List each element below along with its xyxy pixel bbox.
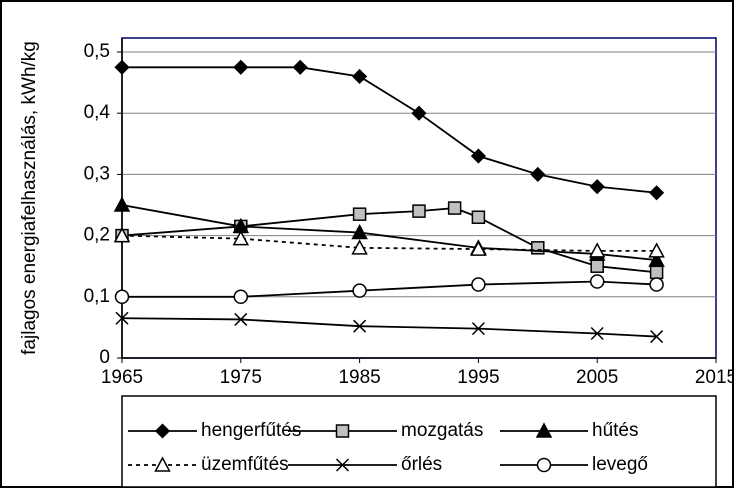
y-axis-label: fajlagos energiafelhasználás, kWh/kg [19,41,40,355]
marker [649,277,664,292]
marker [470,148,486,164]
y-tick-label: 0,4 [84,102,111,123]
marker [470,240,487,256]
y-tick-label: 0,5 [84,41,110,62]
marker [411,105,427,121]
series-line [121,317,657,338]
marker [352,207,367,221]
y-tick-label: 0,1 [84,286,110,307]
legend-label: levegő [592,454,648,475]
legend-marker [535,422,553,438]
marker [648,251,665,267]
x-tick-label: 1975 [220,367,262,388]
marker [351,223,368,240]
legend-label: mozgatás [401,420,483,441]
x-tick-label: 2015 [695,367,734,388]
series-line [121,234,657,252]
marker [649,265,664,280]
x-tick-label: 1995 [457,367,499,388]
marker [233,289,249,305]
marker [412,204,426,218]
marker [530,166,546,182]
marker [471,277,486,292]
plot-area [121,37,717,359]
series-line [121,204,657,261]
marker [115,311,129,325]
marker [114,289,130,305]
marker [353,319,367,333]
marker [471,322,485,336]
marker [588,242,606,258]
marker [589,274,605,289]
y-tick-label: 0 [99,347,110,368]
marker [471,210,486,224]
legend-marker [335,424,350,438]
x-tick-label: 1985 [338,367,380,388]
legend-marker [154,423,171,439]
y-tick-label: 0,3 [84,163,110,184]
marker [351,239,368,255]
legend-marker [154,456,171,472]
marker [590,326,604,341]
x-tick-label: 1965 [101,367,143,388]
marker [589,179,605,195]
marker [531,241,545,255]
marker [352,68,368,85]
legend-label: hűtés [592,420,638,441]
legend-marker [536,457,552,473]
marker [650,330,664,344]
legend [121,395,717,488]
legend-label: őrlés [401,454,442,475]
series-line [122,280,657,298]
marker [649,185,665,201]
marker [648,242,665,258]
x-tick-label: 2005 [576,367,618,388]
marker [234,312,248,326]
legend-marker [335,458,350,472]
marker [292,59,308,75]
marker [232,230,250,246]
marker [113,227,131,243]
legend-label: hengerfűtés [201,420,301,441]
marker [113,196,131,212]
legend-label: üzemfűtés [201,454,289,475]
marker [114,59,130,75]
y-tick-label: 0,2 [84,225,110,246]
marker [233,59,249,75]
marker [590,259,604,273]
marker [352,283,367,298]
marker [447,201,462,215]
